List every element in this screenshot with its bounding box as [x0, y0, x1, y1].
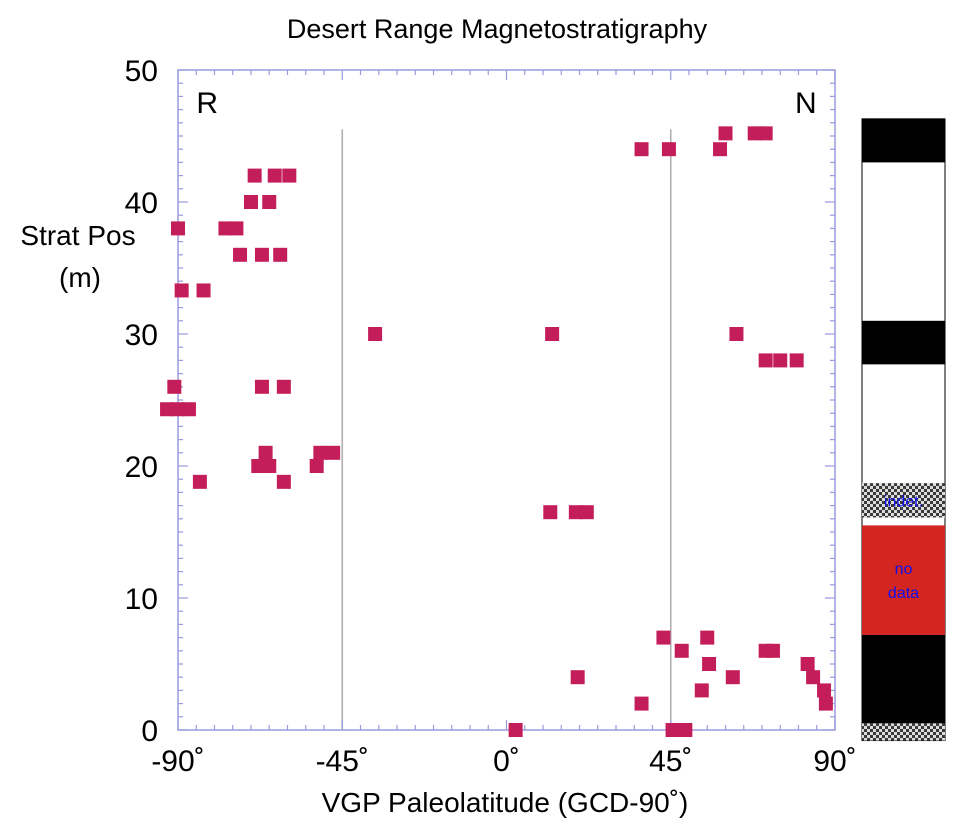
data-point [368, 327, 383, 341]
data-point [218, 221, 233, 236]
reference-lines [341, 129, 672, 730]
polarity-label: R [196, 87, 218, 120]
data-point [702, 657, 717, 671]
y-tick-label: 10 [125, 583, 158, 616]
polarity-zone-label: indet. [884, 493, 923, 510]
x-tick-label: -90˚ [151, 745, 204, 778]
data-points [160, 126, 833, 737]
data-point [167, 379, 182, 394]
data-point [276, 379, 291, 394]
x-tick-label: 90˚ [813, 745, 856, 778]
data-point [579, 505, 594, 520]
polarity-zone [862, 320, 945, 365]
x-tick-label: 0˚ [493, 745, 520, 778]
data-point [309, 459, 324, 473]
data-point [160, 402, 175, 417]
data-point [174, 283, 189, 298]
axis-tick-labels: -90˚ -45˚ 0˚ 45˚ 90˚ 0 10 20 30 40 50 [125, 55, 857, 778]
data-point [171, 221, 185, 236]
data-point [713, 142, 728, 157]
data-point [233, 247, 248, 262]
data-point [806, 670, 821, 685]
y-tick-label: 20 [125, 451, 158, 484]
y-tick-label: 30 [125, 319, 158, 352]
axis-ticks [177, 69, 836, 731]
data-point [789, 353, 804, 368]
data-point [718, 126, 733, 141]
x-tick-label: 45˚ [649, 745, 692, 778]
data-point [247, 168, 262, 183]
y-axis-label-line1: Strat Pos [20, 220, 135, 251]
data-point [665, 723, 680, 737]
data-point [313, 445, 328, 460]
data-point [818, 696, 833, 711]
data-point [254, 247, 269, 262]
data-point [262, 459, 277, 473]
data-point [273, 247, 288, 262]
data-point [634, 142, 649, 157]
data-point [282, 168, 297, 183]
polarity-zone [862, 483, 945, 518]
data-point [276, 474, 291, 489]
data-point [181, 402, 196, 417]
polarity-zone [862, 525, 945, 635]
data-point [570, 670, 585, 685]
polarity-column: indet. no data [861, 118, 946, 742]
data-point [543, 505, 558, 520]
data-point [545, 327, 560, 341]
data-point [254, 379, 269, 394]
data-point [171, 402, 185, 417]
polarity-zone [862, 723, 945, 741]
data-point [568, 505, 583, 520]
polarity-zone [862, 118, 945, 163]
y-tick-label: 40 [125, 187, 158, 220]
data-point [196, 283, 211, 298]
data-point [262, 195, 277, 209]
y-tick-label: 0 [141, 715, 158, 748]
polarity-zone-label: no [895, 561, 913, 578]
polarity-zone-label: data [888, 585, 919, 602]
data-point [258, 445, 273, 460]
data-point [326, 445, 341, 460]
data-point [729, 327, 744, 341]
data-point [694, 683, 709, 698]
polarity-zone [862, 634, 945, 724]
data-point [267, 168, 282, 183]
x-axis-label: VGP Paleolatitude (GCD-90˚) [322, 787, 689, 818]
data-point [747, 126, 762, 141]
polarity-label: N [795, 87, 817, 120]
data-point [725, 670, 740, 685]
data-point [251, 459, 266, 473]
data-point [678, 723, 693, 737]
chart-title: Desert Range Magnetostratigraphy [287, 14, 708, 44]
data-point [192, 474, 207, 489]
data-point [661, 142, 676, 157]
x-tick-label: -45˚ [316, 745, 369, 778]
data-point [765, 643, 780, 658]
data-point [700, 630, 715, 645]
data-point [674, 643, 689, 658]
data-point [656, 630, 671, 645]
data-point [508, 723, 523, 737]
data-point [244, 195, 258, 209]
data-point [773, 353, 788, 368]
data-point [634, 696, 649, 711]
data-point [229, 221, 244, 236]
data-point [800, 657, 815, 671]
y-axis-label-line2: (m) [59, 262, 101, 293]
data-point [817, 683, 832, 698]
y-tick-label: 50 [125, 55, 158, 88]
data-point [758, 353, 773, 368]
data-point [758, 126, 773, 141]
